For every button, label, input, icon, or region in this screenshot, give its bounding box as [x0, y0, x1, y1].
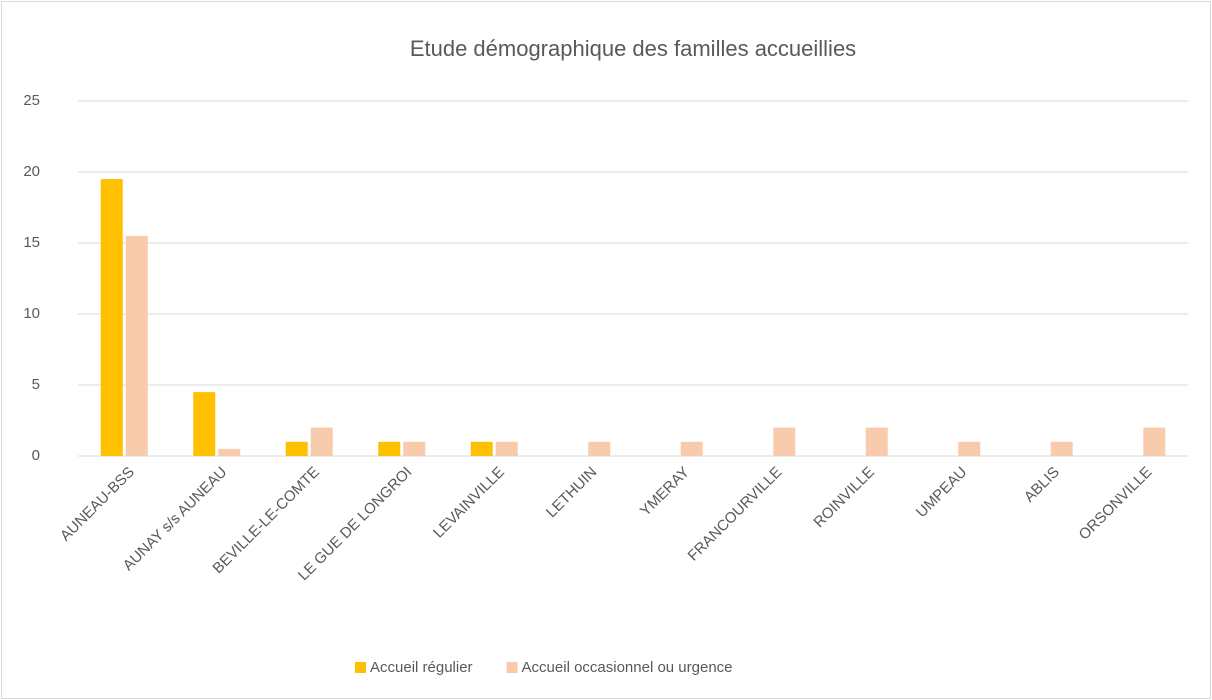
y-tick-label: 25	[23, 92, 40, 109]
bar	[773, 427, 796, 456]
bar	[285, 441, 308, 456]
bar	[125, 235, 148, 456]
y-tick-label: 20	[23, 163, 40, 180]
bar	[1050, 441, 1073, 456]
legend-label: Accueil régulier	[370, 659, 473, 676]
bar	[378, 441, 401, 456]
bar	[100, 179, 123, 456]
y-tick-label: 5	[32, 376, 40, 393]
bar	[495, 441, 518, 456]
bar	[958, 441, 981, 456]
legend-label: Accueil occasionnel ou urgence	[522, 659, 733, 676]
legend-swatch	[506, 662, 518, 673]
bar	[310, 427, 333, 456]
bar	[1143, 427, 1166, 456]
y-tick-label: 0	[32, 447, 40, 464]
bar	[588, 441, 611, 456]
chart-title: Etude démographique des familles accueil…	[410, 36, 856, 61]
bar	[218, 448, 241, 456]
bar	[865, 427, 888, 456]
bar	[193, 392, 216, 456]
y-tick-label: 10	[23, 305, 40, 322]
bar	[470, 441, 493, 456]
y-tick-label: 15	[23, 234, 40, 251]
bar	[403, 441, 426, 456]
bar	[680, 441, 703, 456]
legend-swatch	[355, 662, 366, 673]
